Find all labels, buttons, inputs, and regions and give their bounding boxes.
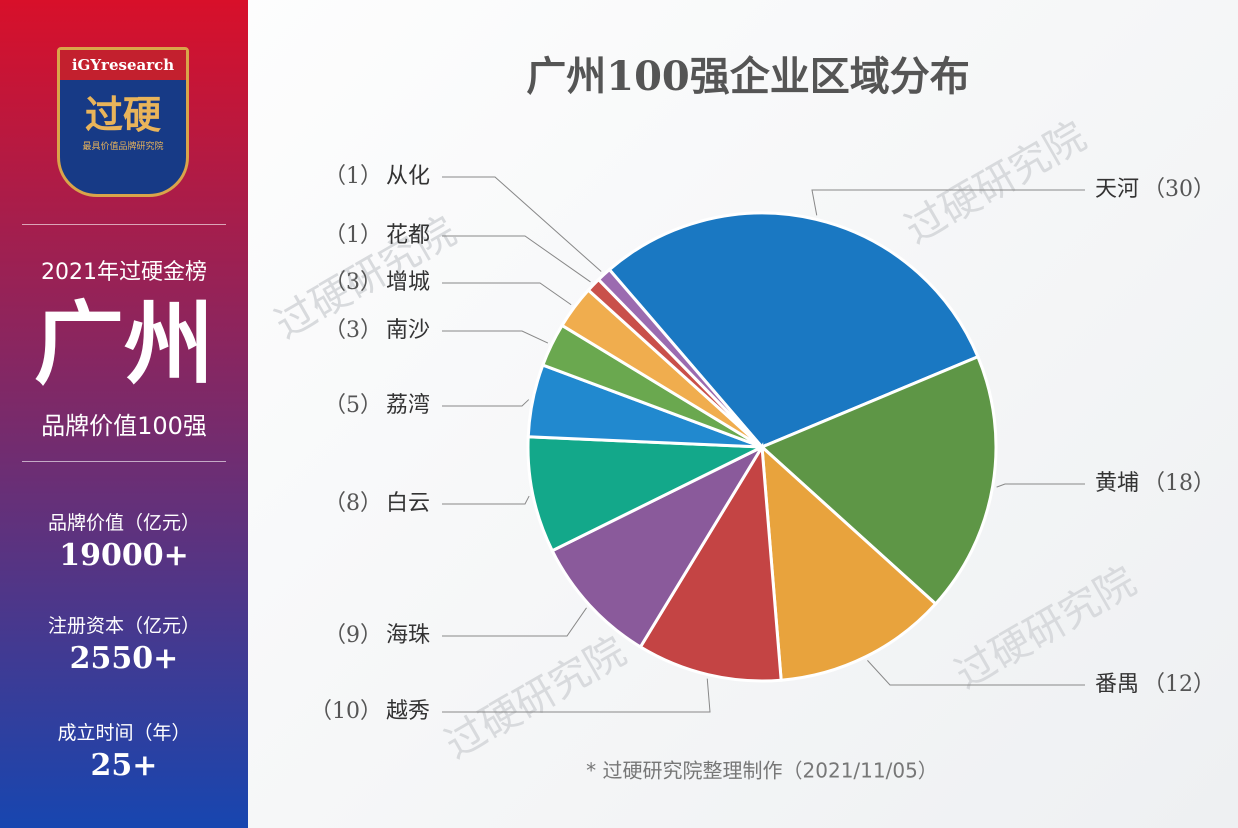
value-label: （10）: [310, 699, 382, 724]
category-label: 天河: [1095, 177, 1139, 202]
category-label: 番禺: [1095, 672, 1139, 697]
stat-label: 注册资本（亿元）: [47, 615, 200, 637]
value-label: （1）: [324, 223, 382, 248]
leader-line: [442, 399, 530, 407]
value-label: （18）: [1143, 471, 1215, 496]
value-label: （8）: [324, 491, 382, 516]
value-label: （30）: [1143, 177, 1215, 202]
pie-slice: [760, 443, 938, 682]
divider: [22, 224, 226, 225]
logo-name: 过硬: [84, 93, 161, 137]
city: 广州: [34, 292, 214, 397]
stat-label: 成立时间（年）: [57, 722, 191, 744]
pie-slice: [638, 442, 783, 683]
list-title: 品牌价值100强: [41, 412, 207, 440]
leader-line: [442, 495, 530, 505]
pie-slice: [526, 435, 763, 553]
chart-title: 广州100强企业区域分布: [526, 53, 970, 100]
stat-label: 品牌价值（亿元）: [47, 512, 200, 534]
value-label: （9）: [324, 623, 382, 648]
value-label: （5）: [324, 393, 382, 418]
category-label: 从化: [386, 164, 430, 189]
pie-slice: [550, 443, 766, 650]
leader-line: [442, 330, 549, 344]
stat-value: 19000+: [59, 538, 189, 573]
pie-slice: [596, 267, 764, 449]
divider: [22, 461, 226, 462]
leader-line: [442, 282, 572, 306]
logo: iGYresearch 过硬 最具价值品牌研究院: [57, 47, 189, 197]
category-label: 花都: [386, 223, 430, 248]
category-label: 越秀: [386, 699, 430, 724]
leader-line: [442, 607, 587, 637]
category-label: 南沙: [386, 318, 430, 343]
value-label: （12）: [1143, 672, 1215, 697]
stat-value: 2550+: [69, 641, 179, 676]
leader-line: [442, 678, 711, 713]
leader-line: [442, 176, 602, 272]
leader-line: [811, 189, 1085, 216]
leader-line: [442, 235, 591, 283]
pie-slice: [607, 211, 980, 449]
sidebar: iGYresearch 过硬 最具价值品牌研究院 2021年过硬金榜 广州 品牌…: [0, 0, 248, 828]
footnote: * 过硬研究院整理制作（2021/11/05）: [586, 759, 938, 783]
value-label: （3）: [324, 318, 382, 343]
category-label: 荔湾: [386, 393, 430, 418]
value-label: （1）: [324, 164, 382, 189]
watermark: 过硬研究院: [898, 113, 1094, 253]
leader-line: [996, 483, 1085, 488]
stat-value: 25+: [90, 748, 158, 783]
logo-tagline: 最具价值品牌研究院: [82, 142, 164, 152]
logo-brand: iGYresearch: [60, 50, 186, 80]
category-label: 黄埔: [1095, 471, 1139, 496]
pie-slice: [759, 354, 998, 606]
list-name: 2021年过硬金榜: [41, 260, 207, 285]
value-label: （3）: [324, 270, 382, 295]
leader-line: [867, 660, 1085, 686]
category-label: 增城: [386, 270, 430, 295]
watermark: 过硬研究院: [438, 628, 634, 768]
category-label: 海珠: [386, 623, 430, 648]
category-label: 白云: [386, 491, 430, 516]
